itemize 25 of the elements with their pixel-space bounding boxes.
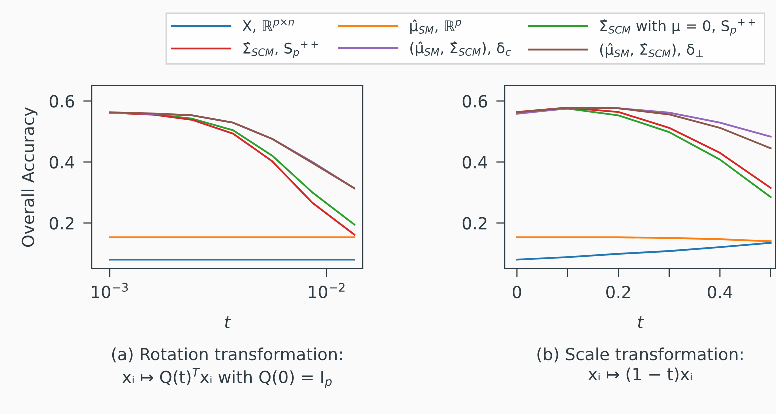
line-series: [516, 242, 772, 261]
x-tick-label: 10$^{−2}$: [309, 283, 345, 298]
y-tick-label: 0.2: [462, 217, 487, 230]
x-tick-label: 10$^{−3}$: [92, 283, 128, 298]
y-tick-label: 0.6: [50, 95, 74, 108]
text: (b) Scale transformation: xᵢ ↦ (1 − t)xᵢ: [538, 348, 743, 383]
x-tick-label: 0.2: [606, 286, 630, 299]
x-tick-label: 0.4: [708, 286, 732, 299]
legend-label: (μ̂$_{SM}$, Σ̂$_{SCM}$), δ$_{c}$: [410, 42, 512, 56]
line-series: [516, 107, 772, 150]
line-series: [516, 108, 772, 138]
y-tick-label: 0.4: [462, 156, 488, 169]
legend-label: (μ̂$_{SM}$, Σ̂$_{SCM}$), δ$_{⊥}$: [600, 43, 704, 58]
legend-label: Σ̂$_{SCM}$ with μ = 0, S$_{p}$$^{++}$: [600, 19, 756, 36]
y-tick-label: 0.4: [50, 156, 74, 169]
y-tick-label: 0.6: [462, 95, 488, 108]
legend-label: μ̂$_{SM}$, ℝ$^{p}$: [410, 20, 462, 34]
legend-label: X, ℝ$^{p×n}$: [242, 20, 294, 33]
text: (a) Rotation transformation: xᵢ ↦ Q(t)$^{T}$xᵢ with Q(0) = I$_{p}$: [112, 348, 342, 388]
x-axis-title: t: [638, 316, 644, 328]
x-axis-title: t: [225, 316, 232, 328]
x-tick-label: 0: [512, 286, 522, 299]
y-axis-title: Overall Accuracy: [22, 108, 38, 248]
y-tick-label: 0.2: [50, 217, 74, 230]
legend-label: Σ̂$_{SCM}$, S$_{p}$$^{++}$: [244, 42, 318, 58]
